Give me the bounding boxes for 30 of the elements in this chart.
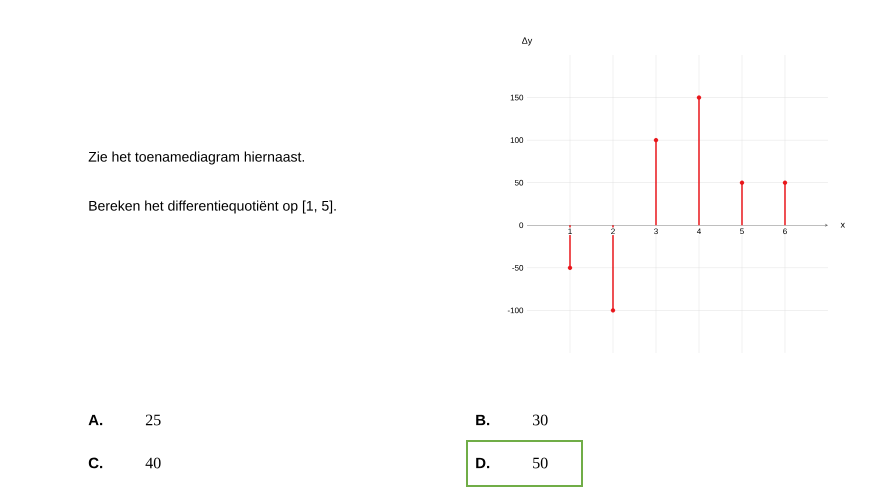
text: Zie het toenamediagram hiernaast. (88, 151, 304, 165)
text: 30 (532, 414, 548, 426)
point (610, 308, 616, 313)
y-tick-label: 150 (510, 94, 524, 100)
text: 50 (533, 458, 548, 468)
point (740, 180, 744, 185)
text: 25 (146, 414, 161, 426)
x-tick-label: 4 (696, 228, 701, 234)
text: A. (88, 414, 102, 426)
point (782, 180, 788, 185)
point (568, 266, 572, 270)
y-tick-label: -100 (508, 308, 524, 314)
y-axis-title: Δy (522, 37, 532, 46)
point (696, 95, 702, 100)
y-tick-label: 100 (510, 137, 524, 143)
text: 40 (146, 458, 161, 468)
x-axis-title: x (840, 222, 845, 228)
y-tick-label: -50 (512, 265, 524, 271)
text: D. (476, 458, 490, 468)
x-tick-label: 2 (611, 228, 615, 234)
x-tick-label: 5 (740, 228, 744, 234)
text: Bereken het differentiequotiënt op [1, 5]. (89, 200, 336, 214)
text: C. (88, 458, 102, 468)
y-tick-label: 0 (519, 222, 524, 228)
point (654, 138, 658, 142)
x-tick-label: 1 (568, 228, 572, 234)
x-tick-label: 6 (783, 228, 787, 234)
x-tick-label: 3 (654, 228, 658, 234)
y-tick-label: 50 (514, 180, 524, 186)
text: B. (476, 414, 490, 426)
